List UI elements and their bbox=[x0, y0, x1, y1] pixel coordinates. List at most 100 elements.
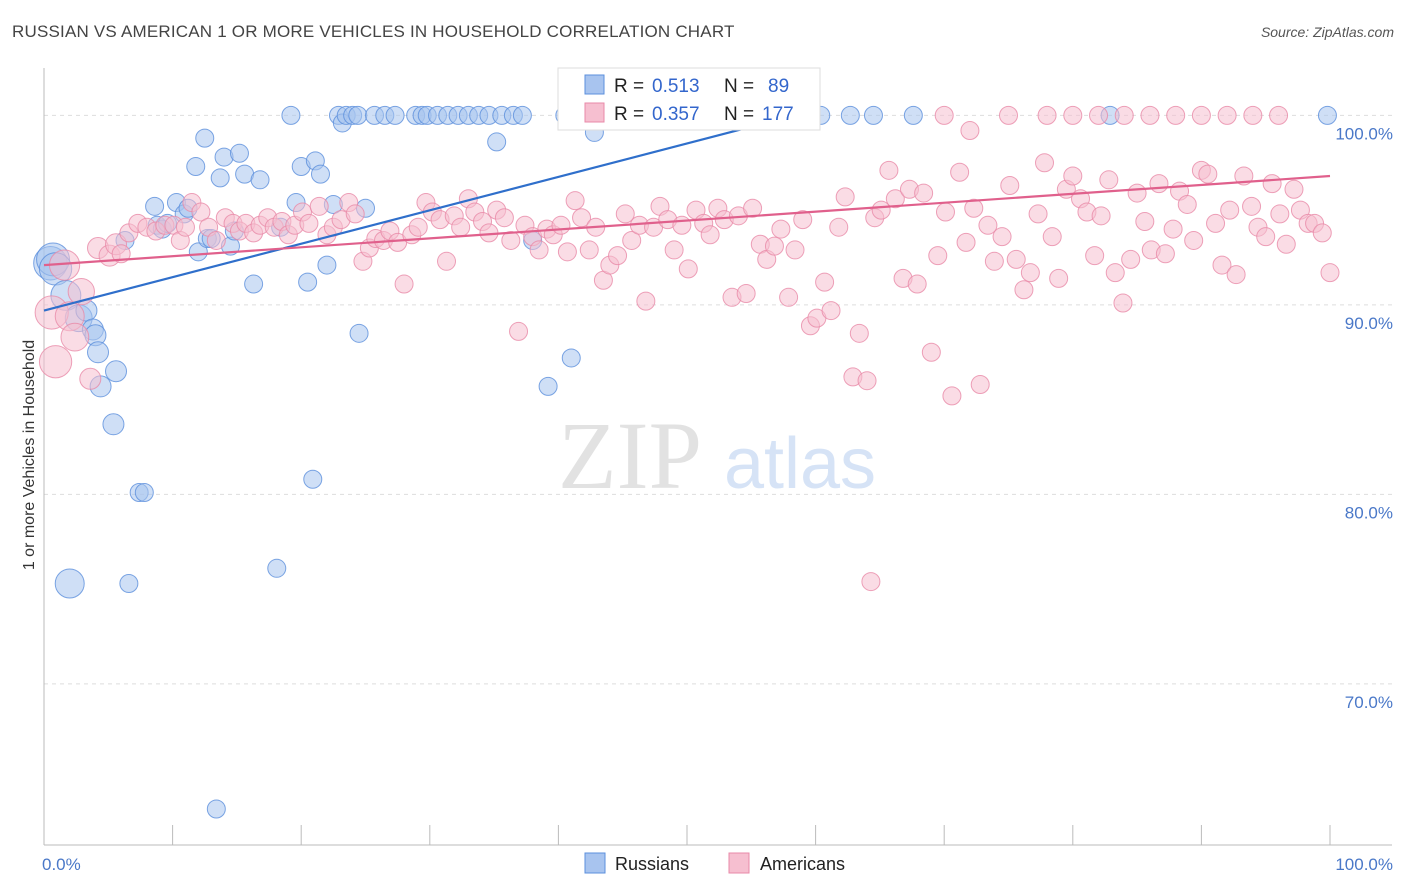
point-americans-70 bbox=[551, 215, 571, 235]
point-russians-88 bbox=[119, 573, 139, 593]
point-americans-134 bbox=[1006, 249, 1026, 269]
point-americans-178 bbox=[1320, 263, 1340, 283]
legend-r-label-russians: R = bbox=[614, 76, 644, 97]
point-americans-120 bbox=[907, 274, 927, 294]
legend-n-label-russians: N = bbox=[724, 76, 754, 97]
point-americans-128 bbox=[964, 198, 984, 218]
point-russians-90 bbox=[267, 558, 287, 578]
point-americans-188 bbox=[1166, 105, 1186, 125]
legend-n-value-americans: 177 bbox=[762, 104, 794, 125]
point-americans-54 bbox=[437, 251, 457, 271]
point-americans-180 bbox=[934, 105, 954, 125]
watermark-zip: ZIP bbox=[558, 402, 702, 509]
y-tick-label-2: 80.0% bbox=[1345, 503, 1393, 522]
point-americans-102 bbox=[779, 287, 799, 307]
point-americans-155 bbox=[1155, 244, 1175, 264]
point-americans-191 bbox=[1243, 105, 1263, 125]
point-russians-36 bbox=[281, 105, 301, 125]
point-americans-107 bbox=[815, 272, 835, 292]
x-tick-label-1: 100.0% bbox=[1335, 855, 1393, 874]
point-americans-183 bbox=[1037, 105, 1057, 125]
point-russians-87 bbox=[54, 568, 85, 599]
point-americans-73 bbox=[572, 208, 592, 228]
point-americans-163 bbox=[1212, 255, 1232, 275]
point-americans-169 bbox=[1256, 227, 1276, 247]
legend-n-label-americans: N = bbox=[724, 104, 754, 125]
axes bbox=[43, 68, 1392, 846]
trend-line-russians bbox=[43, 114, 796, 312]
y-tick-label-1: 90.0% bbox=[1345, 314, 1393, 333]
point-americans-4 bbox=[60, 322, 90, 352]
point-russians-39 bbox=[298, 272, 318, 292]
point-americans-116 bbox=[879, 160, 899, 180]
point-americans-132 bbox=[992, 227, 1012, 247]
point-americans-136 bbox=[1020, 263, 1040, 283]
point-russians-52 bbox=[385, 105, 405, 125]
point-americans-79 bbox=[615, 204, 635, 224]
point-russians-65 bbox=[512, 105, 532, 125]
point-americans-154 bbox=[1149, 174, 1169, 194]
point-americans-139 bbox=[1042, 227, 1062, 247]
point-americans-149 bbox=[1113, 293, 1133, 313]
point-americans-173 bbox=[1284, 179, 1304, 199]
point-americans-41 bbox=[345, 204, 365, 224]
point-americans-10 bbox=[111, 244, 131, 264]
point-americans-88 bbox=[678, 259, 698, 279]
point-americans-152 bbox=[1135, 212, 1155, 232]
point-americans-189 bbox=[1191, 105, 1211, 125]
point-americans-35 bbox=[299, 213, 319, 233]
point-russians-67 bbox=[538, 376, 558, 396]
point-americans-133 bbox=[1000, 175, 1020, 195]
legend-swatch-americans bbox=[584, 102, 605, 123]
point-russians-41 bbox=[310, 164, 330, 184]
point-americans-190 bbox=[1217, 105, 1237, 125]
chart-title: RUSSIAN VS AMERICAN 1 OR MORE VEHICLES I… bbox=[12, 22, 735, 41]
bottom-legend-swatch-russians bbox=[584, 852, 606, 874]
point-americans-151 bbox=[1127, 183, 1147, 203]
point-americans-165 bbox=[1226, 265, 1246, 285]
point-americans-56 bbox=[451, 217, 471, 237]
point-americans-148 bbox=[1105, 263, 1125, 283]
point-russians-89 bbox=[206, 799, 226, 819]
bottom-legend-label-russians: Russians bbox=[615, 854, 689, 874]
point-americans-167 bbox=[1242, 196, 1262, 216]
point-russians-24 bbox=[195, 128, 215, 148]
bottom-legend-label-americans: Americans bbox=[760, 854, 845, 874]
point-americans-159 bbox=[1184, 230, 1204, 250]
point-russians-42 bbox=[317, 255, 337, 275]
point-americans-140 bbox=[1049, 268, 1069, 288]
point-russians-82 bbox=[840, 105, 860, 125]
point-americans-80 bbox=[622, 230, 642, 250]
point-americans-177 bbox=[1312, 223, 1332, 243]
point-americans-101 bbox=[771, 219, 791, 239]
point-americans-150 bbox=[1121, 249, 1141, 269]
legend-r-label-americans: R = bbox=[614, 104, 644, 125]
point-americans-1 bbox=[38, 345, 73, 379]
point-americans-146 bbox=[1091, 206, 1111, 226]
point-americans-127 bbox=[956, 232, 976, 252]
x-tick-labels: 0.0% 100.0% bbox=[42, 855, 1393, 874]
point-americans-91 bbox=[700, 225, 720, 245]
point-russians-33 bbox=[244, 274, 264, 294]
point-americans-181 bbox=[960, 121, 980, 141]
point-americans-100 bbox=[764, 236, 784, 256]
point-americans-97 bbox=[743, 198, 763, 218]
point-americans-63 bbox=[501, 230, 521, 250]
point-americans-96 bbox=[736, 284, 756, 304]
legend-r-value-russians: 0.513 bbox=[652, 76, 700, 97]
point-americans-64 bbox=[509, 321, 529, 341]
point-americans-179 bbox=[861, 572, 881, 592]
point-russians-83 bbox=[863, 105, 883, 125]
point-americans-18 bbox=[175, 217, 195, 237]
point-americans-126 bbox=[950, 162, 970, 182]
point-russians-84 bbox=[903, 105, 923, 125]
point-americans-123 bbox=[928, 246, 948, 266]
point-americans-6 bbox=[79, 367, 102, 390]
point-americans-137 bbox=[1028, 204, 1048, 224]
point-americans-62 bbox=[494, 208, 514, 228]
point-americans-138 bbox=[1035, 153, 1055, 173]
point-russians-86 bbox=[1317, 105, 1337, 125]
bottom-legend: Russians Americans bbox=[584, 852, 845, 874]
y-tick-label-0: 100.0% bbox=[1335, 124, 1393, 143]
